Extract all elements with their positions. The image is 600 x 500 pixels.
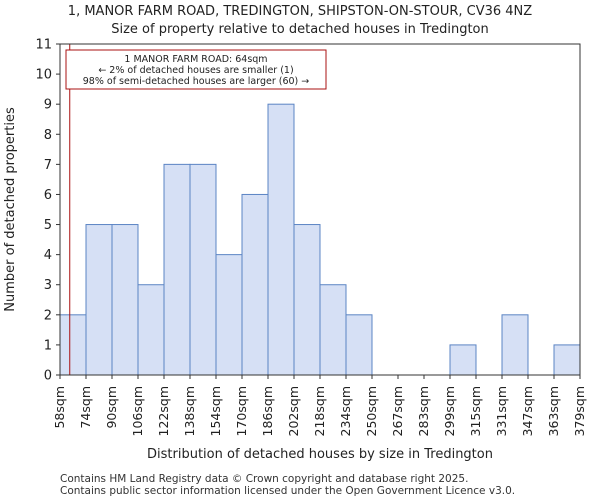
bar-58sqm	[59, 314, 87, 376]
bar-234sqm	[345, 314, 373, 376]
y-tick-label: 0	[44, 369, 52, 384]
x-tick-label: 379sqm	[572, 386, 587, 436]
footer-line-1: Contains HM Land Registry data © Crown c…	[60, 473, 469, 485]
chart-subtitle: Size of property relative to detached ho…	[111, 22, 489, 37]
bar-138sqm	[189, 163, 217, 376]
bar-299sqm	[449, 344, 477, 376]
x-tick-label: 363sqm	[546, 386, 561, 436]
x-tick-label: 299sqm	[442, 386, 457, 436]
x-tick-label: 170sqm	[234, 386, 249, 436]
y-tick-label: 10	[35, 68, 52, 83]
x-tick-label: 58sqm	[52, 386, 67, 429]
x-tick-label: 347sqm	[520, 386, 535, 436]
bar-74sqm	[85, 224, 113, 376]
annotation-border	[65, 49, 327, 90]
y-tick-label: 1	[44, 338, 52, 353]
y-tick-label: 3	[44, 278, 52, 293]
y-tick-label: 5	[44, 218, 52, 233]
x-tick-label: 250sqm	[364, 386, 379, 436]
y-tick-label: 8	[44, 128, 52, 143]
footer-line-2: Contains public sector information licen…	[60, 485, 516, 497]
x-tick-label: 138sqm	[182, 386, 197, 436]
y-tick-label: 2	[44, 308, 52, 323]
x-tick-label: 74sqm	[78, 386, 93, 429]
x-tick-label: 283sqm	[416, 386, 431, 436]
annotation-line-3: 98% of semi-detached houses are larger (…	[83, 76, 310, 87]
plot-frame	[59, 43, 581, 376]
annotation-box: 1 MANOR FARM ROAD: 64sqm ← 2% of detache…	[65, 49, 327, 90]
bar-106sqm	[137, 284, 165, 376]
x-tick-label: 218sqm	[312, 386, 327, 436]
x-tick-label: 186sqm	[260, 386, 275, 436]
chart-title: 1, MANOR FARM ROAD, TREDINGTON, SHIPSTON…	[67, 4, 533, 19]
x-tick-label: 154sqm	[208, 386, 223, 436]
y-tick-label: 4	[44, 248, 52, 263]
x-tick-label: 90sqm	[104, 386, 119, 429]
bar-90sqm	[111, 224, 139, 376]
bar-122sqm	[163, 163, 191, 376]
bar-170sqm	[241, 193, 269, 376]
bar-154sqm	[215, 254, 243, 376]
x-axis-label: Distribution of detached houses by size …	[147, 447, 493, 462]
y-axis-label: Number of detached properties	[3, 107, 18, 312]
bars-group	[59, 103, 581, 376]
y-tick-label: 7	[44, 158, 52, 173]
bar-186sqm	[267, 103, 295, 376]
y-tick-label: 11	[35, 38, 52, 53]
annotation-line-2: ← 2% of detached houses are smaller (1)	[98, 65, 293, 76]
x-tick-label: 106sqm	[130, 386, 145, 436]
bar-363sqm	[553, 344, 581, 376]
x-tick-label: 315sqm	[468, 386, 483, 436]
bar-331sqm	[501, 314, 529, 376]
histogram-chart: 0 1 2 3 4 5 6 7 8 9 10 11 58sqm 74sqm 90sqm 106sqm 122s…	[3, 38, 587, 463]
bar-202sqm	[293, 224, 321, 376]
x-tick-label: 331sqm	[494, 386, 509, 436]
y-tick-label: 9	[44, 98, 52, 113]
x-tick-label: 267sqm	[390, 386, 405, 436]
x-tick-label: 234sqm	[338, 386, 353, 436]
x-tick-label: 122sqm	[156, 386, 171, 436]
x-tick-label: 202sqm	[286, 386, 301, 436]
x-axis-ticks: 58sqm 74sqm 90sqm 106sqm 122sqm 138sqm 154sqm 1…	[52, 375, 587, 436]
y-tick-label: 6	[44, 188, 52, 203]
annotation-line-1: 1 MANOR FARM ROAD: 64sqm	[124, 54, 267, 65]
bar-218sqm	[319, 284, 347, 376]
y-axis-ticks: 0 1 2 3 4 5 6 7 8 9 10 11	[35, 38, 60, 384]
